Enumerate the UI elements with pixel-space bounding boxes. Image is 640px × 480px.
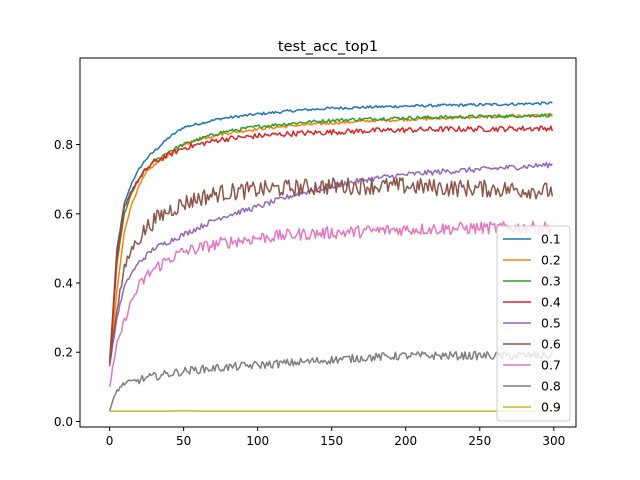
series-line-0.3 [108, 113, 553, 363]
y-tick-label: 0.2 [54, 346, 73, 360]
x-tick-label: 200 [394, 434, 417, 448]
plot-lines [108, 101, 554, 412]
series-line-0.5 [108, 161, 553, 367]
y-tick-label: 0.6 [54, 207, 73, 221]
legend-label: 0.7 [541, 358, 561, 373]
series-line-0.1 [108, 101, 553, 363]
series-line-0.6 [108, 177, 554, 363]
legend-label: 0.2 [541, 253, 561, 268]
legend: 0.1 0.2 0.3 0.4 0.5 0.6 0.7 0.8 0.9 [496, 225, 571, 422]
x-axis: 0 50 100 150 200 250 300 [106, 427, 565, 448]
y-axis: 0.0 0.2 0.4 0.6 0.8 [54, 138, 80, 429]
series-line-0.8 [108, 350, 554, 412]
legend-label: 0.6 [541, 337, 561, 352]
plot-frame [79, 57, 577, 428]
series-line-0.4 [108, 125, 554, 367]
x-tick-label: 50 [176, 434, 191, 448]
legend-label: 0.1 [541, 232, 561, 247]
x-tick-label: 300 [542, 434, 565, 448]
x-tick-label: 0 [106, 434, 114, 448]
legend-label: 0.3 [541, 274, 561, 289]
x-tick-label: 100 [246, 434, 269, 448]
chart-title: test_acc_top1 [278, 39, 378, 55]
legend-label: 0.4 [541, 295, 561, 310]
x-tick-label: 150 [320, 434, 343, 448]
y-tick-label: 0.8 [54, 138, 73, 152]
y-tick-label: 0.0 [54, 415, 73, 429]
legend-box [496, 225, 571, 422]
legend-label: 0.5 [541, 316, 561, 331]
legend-label: 0.8 [541, 379, 561, 394]
x-tick-label: 250 [468, 434, 491, 448]
y-tick-label: 0.4 [54, 277, 73, 291]
legend-label: 0.9 [541, 400, 561, 415]
series-line-0.7 [108, 220, 553, 387]
